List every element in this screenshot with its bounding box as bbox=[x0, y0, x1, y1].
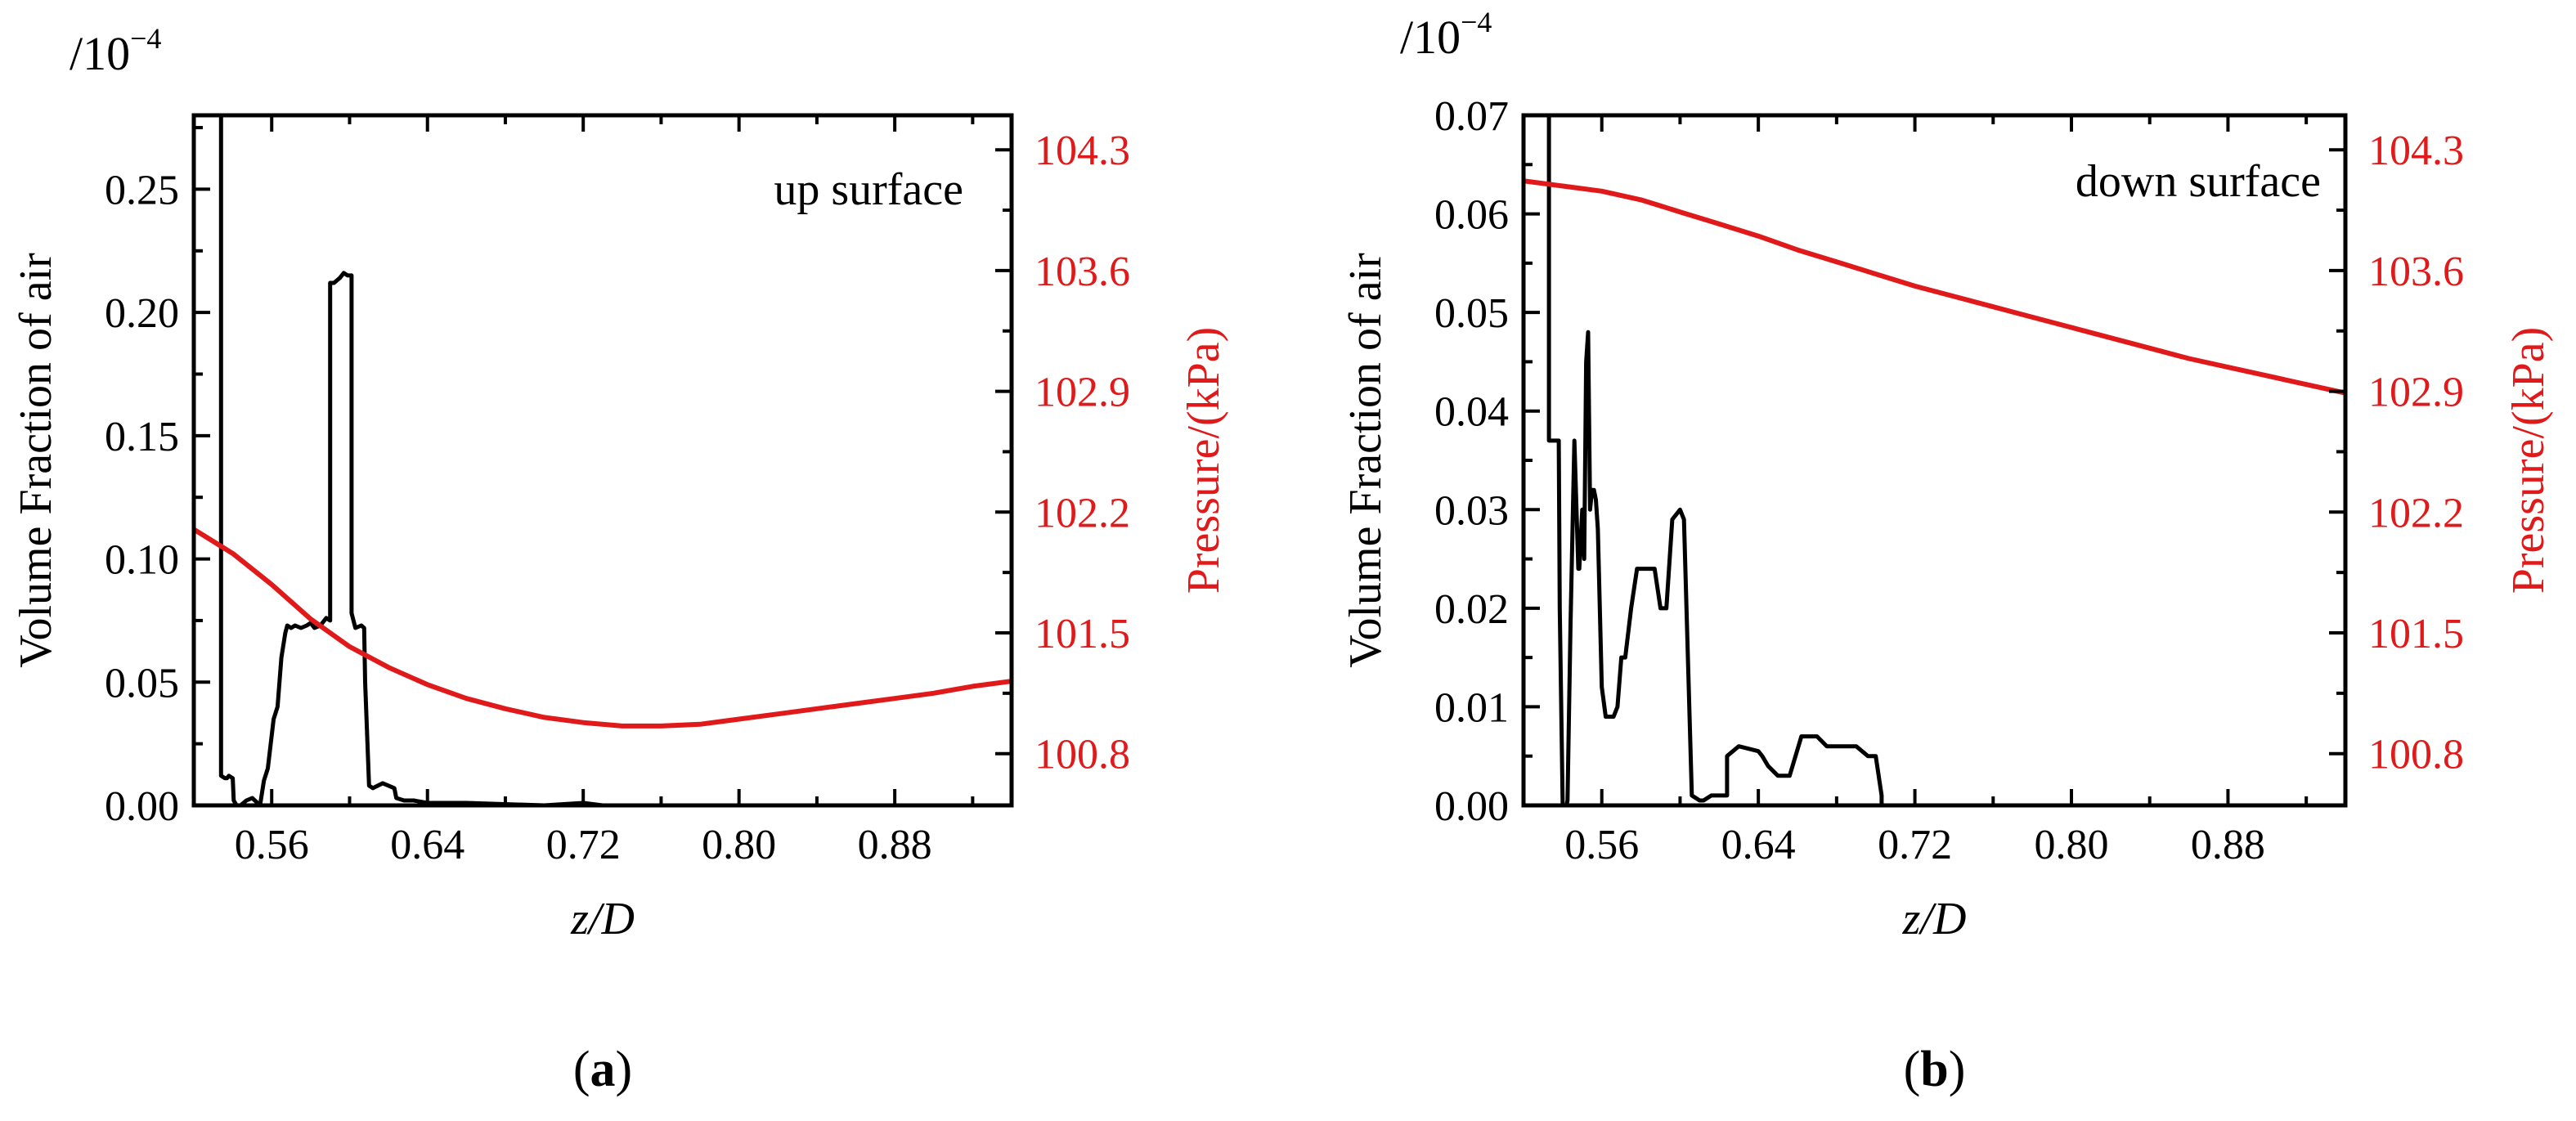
y-tick-label-b: 0.06 bbox=[1434, 192, 1509, 239]
pressure-series-line-b bbox=[1524, 178, 2345, 396]
chart-panel-b: 0.56 0.64 0.72 0.80 0.88 0.00 0.01 0.02 0.03 0.04… bbox=[1340, 6, 2554, 1097]
y-tick-label-b: 0.04 bbox=[1434, 389, 1509, 436]
panel-caption-a: (a) bbox=[573, 1042, 632, 1097]
y2-tick-label-b: 102.2 bbox=[2368, 490, 2464, 536]
y2-tick-label-b: 102.9 bbox=[2368, 370, 2464, 416]
y-tick-label-b: 0.03 bbox=[1434, 487, 1509, 534]
y-tick-label-a: 0.10 bbox=[105, 537, 179, 584]
x-tick-label-b: 0.56 bbox=[1564, 822, 1639, 868]
y2-axis-label-a: Pressure/(kPa) bbox=[1178, 327, 1229, 594]
y2-tick-label-b: 104.3 bbox=[2368, 128, 2464, 174]
y-tick-label-b: 0.01 bbox=[1434, 684, 1509, 731]
x-tick-label-b: 0.88 bbox=[2191, 822, 2265, 868]
air-fraction-series-line-b bbox=[1546, 115, 2345, 805]
y-unit-label-a: /10−4 bbox=[70, 22, 161, 80]
y-tick-label-a: 0.25 bbox=[105, 167, 179, 213]
y2-tick-label-a: 103.6 bbox=[1034, 249, 1130, 295]
y-tick-label-b: 0.00 bbox=[1434, 783, 1509, 830]
x-tick-label-a: 0.64 bbox=[390, 822, 464, 868]
y2-tick-label-a: 102.2 bbox=[1034, 490, 1130, 536]
panel-caption-b: (b) bbox=[1904, 1042, 1966, 1097]
y2-tick-label-a: 102.9 bbox=[1034, 370, 1130, 416]
x-axis-label-a: z/D bbox=[570, 894, 635, 944]
plot-frame-a bbox=[191, 113, 1014, 808]
y-tick-label-b: 0.07 bbox=[1434, 93, 1509, 140]
y-tick-label-a: 0.15 bbox=[105, 414, 179, 460]
x-tick-label-a: 0.72 bbox=[546, 822, 621, 868]
x-tick-label-b: 0.64 bbox=[1721, 822, 1796, 868]
y2-axis-label-b: Pressure/(kPa) bbox=[2503, 327, 2554, 594]
y-unit-label-b: /10−4 bbox=[1400, 6, 1492, 64]
pressure-series-line-a bbox=[194, 527, 1012, 729]
y2-tick-label-a: 104.3 bbox=[1034, 128, 1130, 174]
y2-tick-label-a: 101.5 bbox=[1034, 611, 1130, 657]
y-tick-label-a: 0.00 bbox=[105, 783, 179, 830]
y2-tick-label-b: 100.8 bbox=[2368, 732, 2464, 778]
x-tick-label-b: 0.80 bbox=[2035, 822, 2109, 868]
chart-panel-a: 0.56 0.64 0.72 0.80 0.88 0.00 0.05 0.10 0.15 0.20… bbox=[11, 22, 1229, 1097]
surface-annotation-a: up surface bbox=[774, 164, 963, 215]
y2-tick-label-b: 103.6 bbox=[2368, 249, 2464, 295]
x-tick-label-a: 0.88 bbox=[858, 822, 932, 868]
y-tick-label-a: 0.20 bbox=[105, 290, 179, 337]
plot-frame-b bbox=[1521, 113, 2348, 808]
x-tick-label-a: 0.56 bbox=[235, 822, 309, 868]
x-tick-label-a: 0.80 bbox=[702, 822, 776, 868]
y-axis-label-b: Volume Fraction of air bbox=[1340, 253, 1391, 668]
x-axis-label-b: z/D bbox=[1902, 894, 1967, 944]
y-tick-label-b: 0.02 bbox=[1434, 586, 1509, 633]
y-tick-label-a: 0.05 bbox=[105, 660, 179, 706]
y2-tick-label-a: 100.8 bbox=[1034, 732, 1130, 778]
y2-tick-label-b: 101.5 bbox=[2368, 611, 2464, 657]
air-fraction-series-line-a bbox=[218, 115, 1012, 805]
surface-annotation-b: down surface bbox=[2076, 156, 2321, 207]
x-tick-label-b: 0.72 bbox=[1878, 822, 1952, 868]
y-tick-label-b: 0.05 bbox=[1434, 290, 1509, 337]
y-axis-label-a: Volume Fraction of air bbox=[11, 253, 61, 668]
